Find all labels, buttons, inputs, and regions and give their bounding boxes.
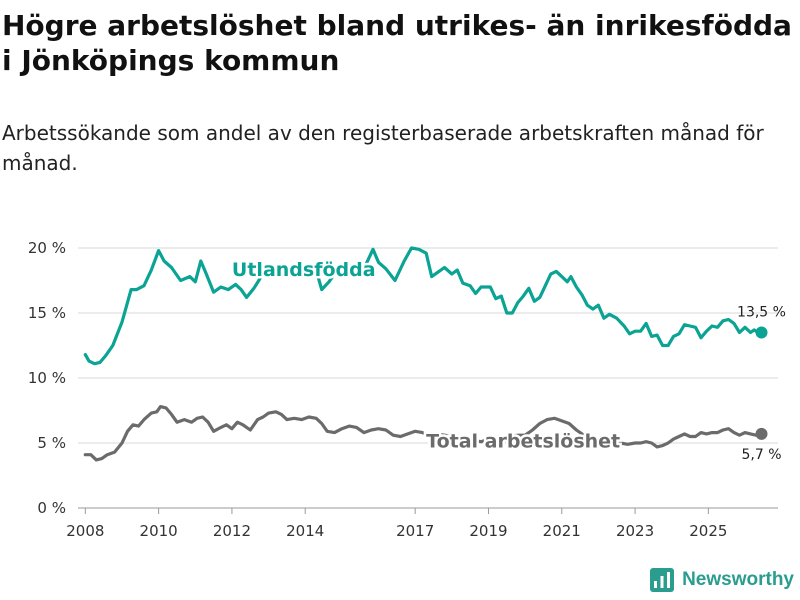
series-labels: 13,5 % 5,7 % Utlandsfödda Total arbetslöshe… <box>229 256 786 463</box>
y-tick-label: 0 % <box>37 499 66 517</box>
x-tick-label: 2021 <box>543 522 581 540</box>
bar-chart-icon <box>650 568 675 592</box>
series-line-1 <box>83 405 764 462</box>
series-line-0 <box>83 246 764 366</box>
x-axis: 2008 2010 2012 2014 2017 2019 2021 2023 2025 <box>66 508 727 540</box>
y-tick-label: 10 % <box>28 369 66 387</box>
series-endpoint-1 <box>755 427 768 440</box>
end-value-label-1: 5,7 % <box>741 447 781 463</box>
x-tick-label: 2008 <box>66 522 104 540</box>
x-tick-label: 2017 <box>396 522 434 540</box>
x-tick-label: 2014 <box>286 522 324 540</box>
x-tick-label: 2019 <box>469 522 507 540</box>
brand-name: Newsworthy <box>682 569 794 590</box>
y-tick-label: 5 % <box>37 434 66 452</box>
x-tick-label: 2012 <box>213 522 251 540</box>
series-lines <box>83 246 768 462</box>
grid: 0 % 5 % 10 % 15 % 20 % <box>28 239 778 517</box>
chart-title: Högre arbetslöshet bland utrikes- än inr… <box>2 9 792 77</box>
series-name-label-0: Utlandsfödda <box>232 259 376 281</box>
newsworthy-logo: Newsworthy <box>649 566 794 594</box>
x-tick-label: 2025 <box>689 522 727 540</box>
chart-subtitle: Arbetssökande som andel av den registerb… <box>2 121 764 175</box>
series-endpoint-0 <box>755 326 768 339</box>
y-tick-label: 20 % <box>28 239 66 257</box>
y-tick-label: 15 % <box>28 304 66 322</box>
x-tick-label: 2023 <box>616 522 654 540</box>
series-name-label-1: Total arbetslöshet <box>426 430 620 452</box>
end-value-label-0: 13,5 % <box>737 305 786 321</box>
x-tick-label: 2010 <box>140 522 178 540</box>
